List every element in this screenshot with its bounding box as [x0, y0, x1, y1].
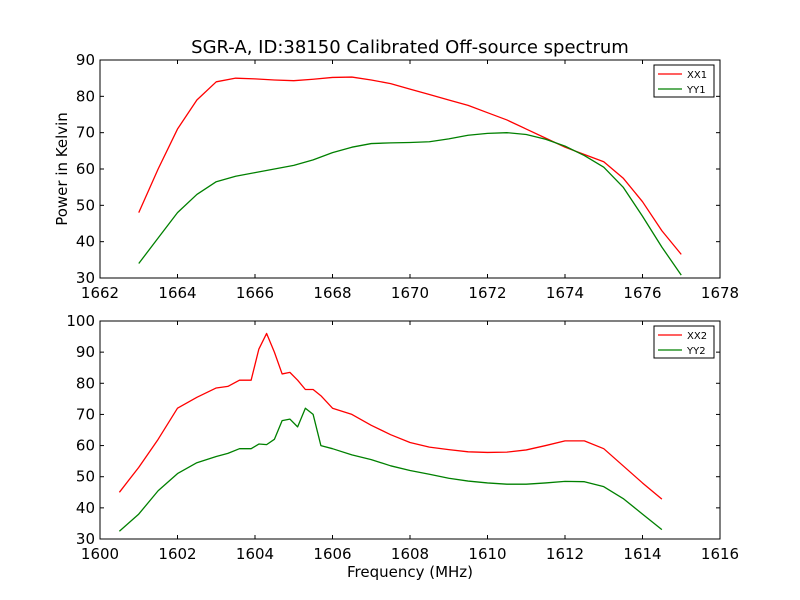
y-tick-label: 30 — [76, 269, 95, 287]
y-tick-label: 80 — [76, 374, 95, 392]
y-tick-label: 60 — [76, 437, 95, 455]
y-tick-label: 40 — [76, 499, 95, 517]
x-tick-label: 1610 — [468, 545, 506, 563]
x-tick-label: 1668 — [313, 284, 351, 302]
x-axis-label: Frequency (MHz) — [347, 563, 473, 581]
x-tick-label: 1612 — [546, 545, 584, 563]
plot-frame — [99, 59, 721, 279]
y-tick-label: 30 — [76, 530, 95, 548]
y-tick-label: 70 — [76, 124, 95, 142]
legend-box — [653, 325, 715, 359]
x-tick-label: 1602 — [158, 545, 196, 563]
y-tick-label: 50 — [76, 196, 95, 214]
x-tick-label: 1672 — [468, 284, 506, 302]
x-tick-label: 1674 — [546, 284, 584, 302]
legend-label-xx2: XX2 — [687, 331, 707, 342]
x-tick-label: 1614 — [623, 545, 661, 563]
series-line-yy1 — [138, 132, 682, 276]
legend-box — [653, 64, 715, 98]
y-axis-label: Power in Kelvin — [53, 112, 71, 226]
series-line-xx2 — [118, 332, 663, 500]
legend-label-yy2: YY2 — [686, 346, 706, 357]
legend-label-yy1: YY1 — [686, 85, 706, 96]
x-tick-label: 1678 — [701, 284, 739, 302]
y-tick-label: 80 — [76, 87, 95, 105]
y-tick-label: 90 — [76, 343, 95, 361]
y-tick-label: 60 — [76, 160, 95, 178]
x-tick-label: 1608 — [391, 545, 429, 563]
figure-title: SGR-A, ID:38150 Calibrated Off-source sp… — [191, 37, 629, 58]
y-tick-label: 70 — [76, 405, 95, 423]
x-tick-label: 1664 — [158, 284, 196, 302]
x-tick-label: 1662 — [81, 284, 119, 302]
chart-panel-1: 1662 1664 1666 1668 1670 1672 1674 1676 1678 30 40… — [53, 51, 739, 302]
series-line-xx1 — [138, 76, 682, 255]
x-tick-label: 1666 — [236, 284, 274, 302]
x-tick-label: 1606 — [313, 545, 351, 563]
x-tick-label: 1676 — [623, 284, 661, 302]
x-tick-label: 1616 — [701, 545, 739, 563]
y-tick-label: 100 — [66, 312, 95, 330]
y-tick-label: 50 — [76, 468, 95, 486]
y-tick-label: 90 — [76, 51, 95, 69]
plot-frame — [99, 320, 721, 540]
x-tick-label: 1604 — [236, 545, 274, 563]
legend-label-xx1: XX1 — [687, 70, 707, 81]
chart-panel-2: 1600 1602 1604 1606 1608 1610 1612 1614 1616 30 40… — [66, 312, 739, 581]
series-line-yy2 — [118, 407, 663, 532]
y-tick-label: 40 — [76, 233, 95, 251]
x-tick-label: 1670 — [391, 284, 429, 302]
x-tick-label: 1600 — [81, 545, 119, 563]
